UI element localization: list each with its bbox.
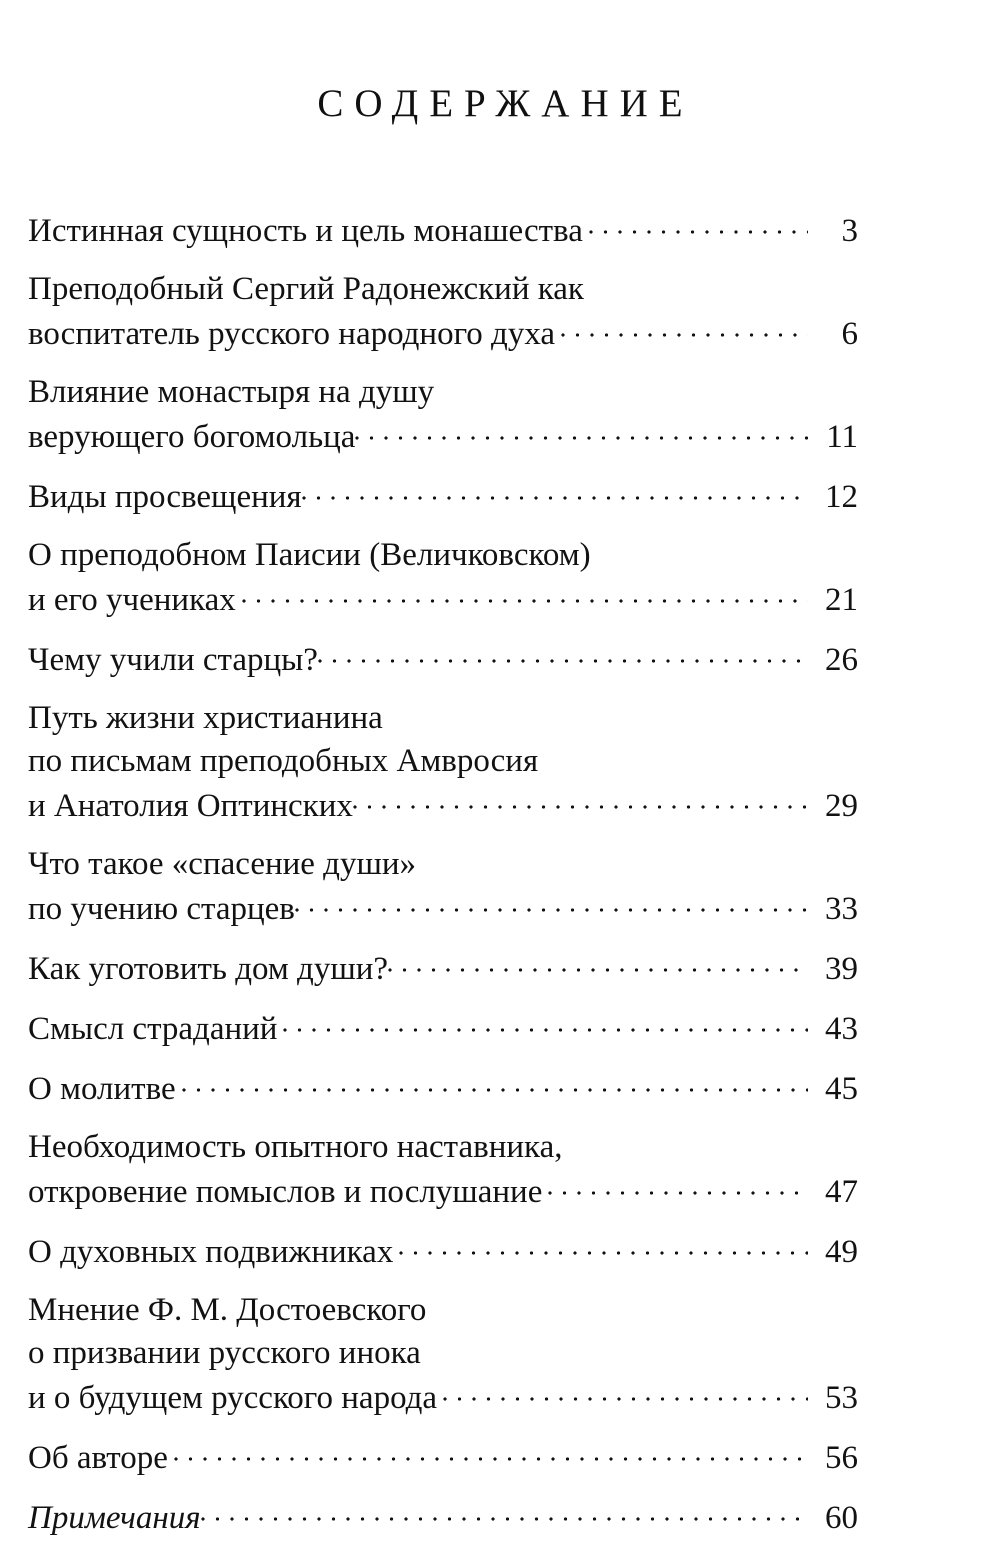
toc-entry[interactable]: Примечания 60 (28, 1495, 858, 1540)
toc-page-number: 33 (825, 891, 858, 927)
dot-leader (294, 886, 808, 919)
toc-entry-title: и его учениках (28, 582, 236, 618)
dot-leader (317, 637, 808, 670)
toc-page-number: 53 (825, 1380, 858, 1416)
toc-entry-title: Смысл страданий (28, 1011, 278, 1047)
toc-page-number: 39 (825, 951, 858, 987)
toc-entry-title: Об авторе (28, 1440, 168, 1476)
toc-entry-line: Необходимость опытного наставника, (28, 1129, 563, 1165)
toc-entry[interactable]: Чему учили старцы? 26 (28, 637, 858, 682)
toc-entry-last-line: Истинная сущность и цель монашества 3 (28, 208, 858, 253)
page-title: СОДЕРЖАНИЕ (317, 82, 694, 126)
toc-entry-last-line: откровение помыслов и послушание 47 (28, 1169, 858, 1214)
toc-page-number: 47 (825, 1174, 858, 1210)
toc-entry[interactable]: О молитве 45 (28, 1066, 858, 1111)
toc-entry-line: Преподобный Сергий Радонежский как (28, 271, 584, 307)
toc-entry-line: Что такое «спасение души» (28, 846, 417, 882)
toc-page-number: 26 (825, 642, 858, 678)
toc-entry-list: Истинная сущность и цель монашества 3 Преп… (28, 208, 858, 1540)
dot-leader (352, 783, 808, 816)
toc-entry[interactable]: Необходимость опытного наставника, откров… (28, 1126, 858, 1214)
toc-entry-line: Мнение Ф. М. Достоевского (28, 1292, 427, 1328)
toc-entry-line: Влияние монастыря на душу (28, 374, 435, 410)
toc-page-number: 45 (825, 1071, 858, 1107)
toc-entry-last-line: и о будущем русского народа 53 (28, 1375, 858, 1420)
dot-leader (588, 208, 808, 241)
dot-leader (241, 577, 808, 610)
toc-entry-last-line: Об авторе 56 (28, 1435, 858, 1480)
toc-entry-last-line: и его учениках 21 (28, 577, 858, 622)
toc-entry-last-line: по учению старцев 33 (28, 886, 858, 931)
toc-entry-last-line: воспитатель русского народного духа 6 (28, 311, 858, 356)
dot-leader (548, 1169, 808, 1202)
dot-leader (561, 311, 808, 344)
toc-entry[interactable]: Путь жизни христианина по письмам преподо… (28, 697, 858, 828)
toc-entry-line: по письмам преподобных Амвросия (28, 743, 539, 779)
toc-entry[interactable]: Истинная сущность и цель монашества 3 (28, 208, 858, 253)
dot-leader (443, 1375, 808, 1408)
toc-entry[interactable]: Что такое «спасение души» по учению старц… (28, 843, 858, 931)
toc-entry-title: Как уготовить дом души? (28, 951, 389, 987)
dot-leader (181, 1066, 808, 1099)
toc-page-number: 43 (825, 1011, 858, 1047)
dot-leader (301, 474, 808, 507)
toc-entry[interactable]: Виды просвещения 12 (28, 474, 858, 519)
dot-leader (173, 1435, 808, 1468)
dot-leader (399, 1229, 808, 1262)
toc-entry-last-line: Смысл страданий 43 (28, 1006, 858, 1051)
toc-entry-last-line: Примечания 60 (28, 1495, 858, 1540)
toc-entry[interactable]: Преподобный Сергий Радонежский как воспит… (28, 268, 858, 356)
toc-entry-title: Чему учили старцы? (28, 642, 318, 678)
toc-entry-last-line: Виды просвещения 12 (28, 474, 858, 519)
toc-page-number: 11 (826, 419, 858, 455)
toc-entry-last-line: верующего богомольца 11 (28, 414, 858, 459)
dot-leader (388, 946, 808, 979)
toc-entry[interactable]: Как уготовить дом души? 39 (28, 946, 858, 991)
dot-leader (355, 414, 808, 447)
toc-entry-title: верующего богомольца (28, 419, 356, 455)
toc-entry-title: О молитве (28, 1071, 176, 1107)
dot-leader (200, 1495, 808, 1528)
toc-entry-last-line: О духовных подвижниках 49 (28, 1229, 858, 1274)
dot-leader (283, 1006, 808, 1039)
toc-page-number: 29 (825, 788, 858, 824)
toc-entry[interactable]: Об авторе 56 (28, 1435, 858, 1480)
toc-entry-last-line: Чему учили старцы? 26 (28, 637, 858, 682)
toc-entry[interactable]: Смысл страданий 43 (28, 1006, 858, 1051)
toc-entry-title: воспитатель русского народного духа (28, 316, 556, 352)
toc-page-number: 6 (841, 316, 859, 352)
toc-entry-title: Примечания (28, 1500, 201, 1536)
toc-page-number: 12 (825, 479, 858, 515)
toc-entry-title: по учению старцев (28, 891, 295, 927)
toc-page-number: 21 (825, 582, 858, 618)
toc-entry-line: о призвании русского инока (28, 1335, 421, 1371)
toc-entry-line: О преподобном Паисии (Величковском) (28, 537, 591, 573)
toc-page-number: 3 (841, 213, 859, 249)
toc-page-number: 60 (825, 1500, 858, 1536)
toc-entry[interactable]: Влияние монастыря на душу верующего богом… (28, 371, 858, 459)
toc-entry-title: и о будущем русского народа (28, 1380, 438, 1416)
toc-entry[interactable]: О преподобном Паисии (Величковском) и его… (28, 534, 858, 622)
toc-entry[interactable]: О духовных подвижниках 49 (28, 1229, 858, 1274)
toc-entry-title: и Анатолия Оптинских (28, 788, 353, 824)
toc-page-number: 56 (825, 1440, 858, 1476)
toc-entry-last-line: и Анатолия Оптинских 29 (28, 783, 858, 828)
toc-page-number: 49 (825, 1234, 858, 1270)
toc-entry-title: Истинная сущность и цель монашества (28, 213, 583, 249)
toc-entry-last-line: О молитве 45 (28, 1066, 858, 1111)
toc-entry[interactable]: Мнение Ф. М. Достоевского о призвании рус… (28, 1289, 858, 1420)
toc-entry-title: Виды просвещения (28, 479, 302, 515)
toc-entry-line: Путь жизни христианина (28, 700, 383, 736)
toc-entry-last-line: Как уготовить дом души? 39 (28, 946, 858, 991)
toc-entry-title: О духовных подвижниках (28, 1234, 394, 1270)
toc-entry-title: откровение помыслов и послушание (28, 1174, 543, 1210)
